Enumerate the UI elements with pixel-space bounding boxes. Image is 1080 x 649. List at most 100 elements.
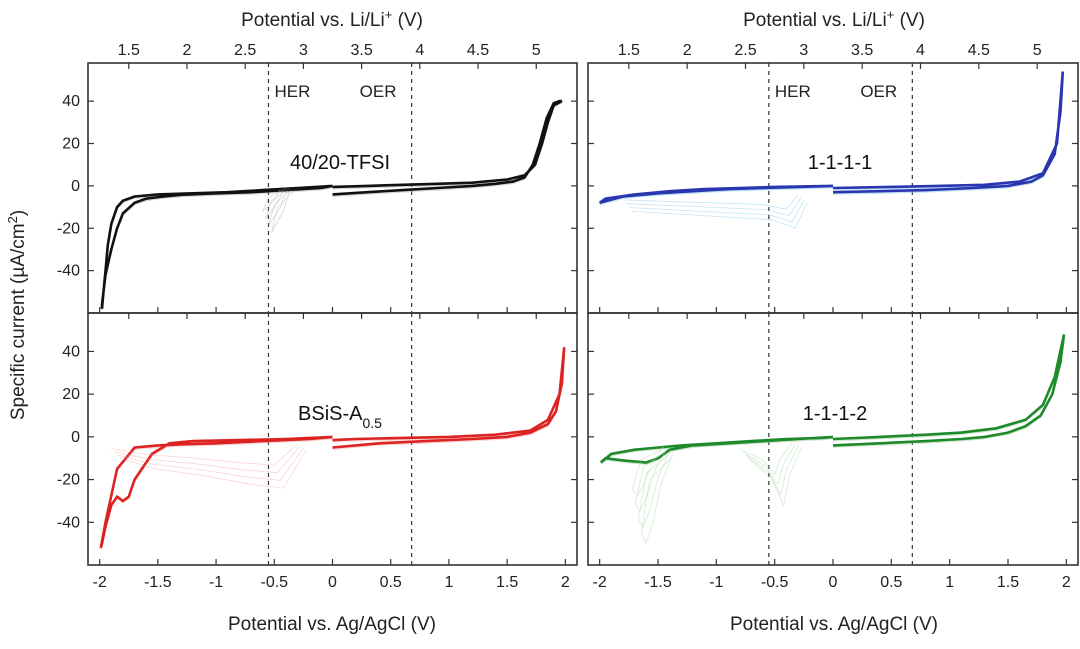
sweep-trace — [117, 447, 304, 481]
x-top-title-left-part: + — [385, 7, 393, 22]
x-top-tick-label: 2.5 — [234, 42, 256, 59]
sweep-trace — [622, 194, 799, 210]
x-top-tick-label: 4 — [916, 42, 925, 59]
series-line-0 — [99, 435, 333, 549]
x-tick-label: 2 — [1062, 574, 1071, 591]
x-tick-label: -2 — [593, 574, 607, 591]
sweep-trace — [114, 445, 301, 474]
oer-label: OER — [360, 82, 397, 101]
x-top-tick-label: 5 — [1033, 42, 1042, 59]
y-tick-label: -40 — [57, 514, 80, 531]
x-tick-label: 2 — [561, 574, 570, 591]
panel-1: HER OER 1.5 2 2.5 3 3.5 4 4.5 5 1-1-1-1 — [587, 42, 1079, 314]
x-tick-label: 1.5 — [997, 574, 1019, 591]
sweep-trace — [637, 451, 671, 529]
x-tick-label: 0.5 — [380, 574, 402, 591]
cycle-trace — [600, 438, 834, 466]
x-top-tick-label: 4 — [415, 42, 424, 59]
sweep-trace — [265, 188, 290, 219]
sweep-trace — [742, 444, 796, 486]
sweep-trace — [631, 202, 808, 229]
y-axis-title-part: 2 — [5, 216, 20, 223]
sample-label-subscript: 0.5 — [363, 415, 383, 431]
x-tick-label: -1.5 — [144, 574, 172, 591]
panel-0: HER OER -40 -20 0 20 40 1.5 2 2.5 3 3.5 4 4.5 5 40/20-T… — [57, 42, 578, 314]
sweep-trace — [120, 449, 307, 489]
x-top-title-right-part: (V) — [894, 10, 925, 31]
x-top-tick-label: 2 — [183, 42, 192, 59]
sweep-trace — [634, 448, 668, 513]
series-line-0 — [100, 184, 333, 309]
cycle-trace — [101, 186, 333, 310]
x-top-title-right-part: + — [887, 7, 895, 22]
y-tick-label: -20 — [57, 220, 80, 237]
series-line-1 — [832, 71, 1065, 194]
x-tick-label: -0.5 — [260, 574, 288, 591]
y-tick-label: -20 — [57, 472, 80, 489]
x-tick-label: -1 — [209, 574, 223, 591]
oer-label: OER — [860, 82, 897, 101]
x-tick-label: 1 — [945, 574, 954, 591]
cycle-trace — [832, 335, 1065, 447]
x-top-tick-label: 4.5 — [968, 42, 990, 59]
x-top-tick-label: 3.5 — [350, 42, 372, 59]
x-top-title-right: Potential vs. Li/Li+ (V) — [743, 7, 925, 32]
x-top-tick-label: 3 — [799, 42, 808, 59]
series-line-1 — [832, 334, 1066, 447]
x-top-title-left-part: Potential vs. Li/Li — [241, 10, 385, 31]
sweep-trace — [739, 442, 793, 476]
x-top-title-right-part: Potential vs. Li/Li — [743, 10, 887, 31]
x-bottom-title-left: Potential vs. Ag/AgCl (V) — [228, 614, 436, 635]
series-line-0 — [598, 184, 834, 205]
y-tick-label: 20 — [62, 136, 80, 153]
sample-label: 1-1-1-1 — [808, 152, 872, 174]
cycle-trace — [101, 186, 333, 311]
x-tick-label: -2 — [93, 574, 107, 591]
sweep-trace — [745, 445, 799, 497]
x-tick-label: -1 — [709, 574, 723, 591]
cycle-trace — [332, 102, 563, 197]
y-axis-title-part: Specific current (µA/cm — [8, 223, 29, 420]
sweep-trace — [271, 189, 296, 233]
cycle-trace — [832, 336, 1065, 448]
panel-2: -40 -20 0 20 40 -2 -1.5 -1 -0.5 0 0.5 1 1.5 2 BSiS-A0.… — [57, 312, 578, 591]
y-axis-title: Specific current (µA/cm2) — [5, 210, 30, 420]
y-tick-label: 0 — [71, 429, 80, 446]
cycle-trace — [101, 187, 333, 311]
sweep-trace — [631, 446, 665, 497]
cycle-trace — [332, 101, 563, 196]
x-top-title-left: Potential vs. Li/Li+ (V) — [241, 7, 423, 32]
y-tick-label: 40 — [62, 343, 80, 360]
sweep-trace — [111, 443, 298, 466]
x-tick-label: -1.5 — [644, 574, 672, 591]
x-tick-label: -0.5 — [761, 574, 789, 591]
cycle-trace — [332, 349, 565, 450]
sweep-trace — [628, 200, 805, 223]
x-tick-label: 0 — [328, 574, 337, 591]
x-top-tick-label: 3 — [299, 42, 308, 59]
sample-label: 1-1-1-2 — [803, 403, 867, 425]
cycle-trace — [832, 335, 1065, 448]
y-tick-label: 0 — [71, 178, 80, 195]
x-top-tick-label: 3.5 — [851, 42, 873, 59]
x-top-tick-label: 4.5 — [467, 42, 489, 59]
series-line-1 — [332, 347, 566, 449]
sweep-trace — [262, 187, 287, 212]
sample-label: 40/20-TFSI — [290, 152, 390, 174]
y-tick-label: 20 — [62, 386, 80, 403]
sample-label: BSiS-A0.5 — [298, 403, 382, 431]
x-bottom-title-right: Potential vs. Ag/AgCl (V) — [730, 614, 938, 635]
cycle-trace — [100, 437, 333, 549]
panel-3: -2 -1.5 -1 -0.5 0 0.5 1 1.5 2 1-1-1-2 — [587, 312, 1079, 591]
sweep-trace — [268, 189, 293, 226]
sweep-trace — [640, 453, 674, 545]
x-top-title-left-part: (V) — [392, 10, 423, 31]
sweep-trace — [625, 197, 802, 216]
x-tick-label: 0 — [829, 574, 838, 591]
x-tick-label: 1 — [444, 574, 453, 591]
y-axis-title-part: ) — [8, 210, 29, 216]
series-line-1 — [332, 99, 563, 196]
sweep-trace — [748, 447, 802, 507]
